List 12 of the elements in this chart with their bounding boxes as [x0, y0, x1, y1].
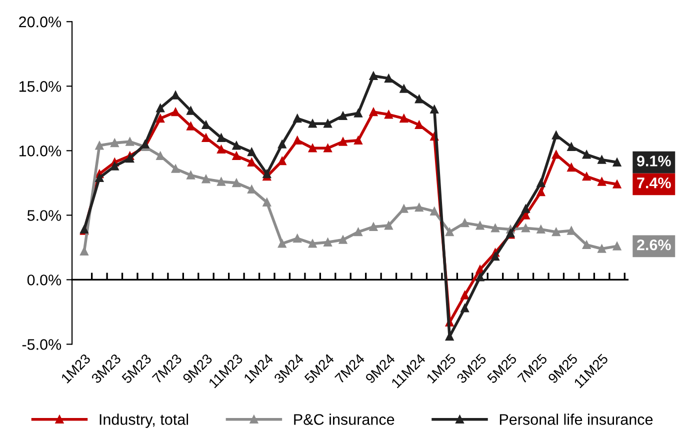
legend-label: Industry, total	[100, 414, 188, 428]
data-label: 9.1%	[637, 156, 671, 166]
y-tick-label: 20.0%	[19, 16, 62, 28]
y-tick-label: -5.0%	[22, 339, 62, 350]
y-tick-label: 10.0%	[19, 146, 62, 156]
data-label: 7.4%	[637, 178, 671, 188]
legend-label: Personal life insurance	[500, 414, 653, 425]
legend-label: P&C insurance	[294, 414, 394, 425]
y-tick-label: 15.0%	[19, 81, 62, 92]
y-tick-label: 0.0%	[27, 274, 62, 286]
data-label: 2.6%	[637, 239, 671, 250]
y-tick-label: 5.0%	[27, 210, 62, 221]
